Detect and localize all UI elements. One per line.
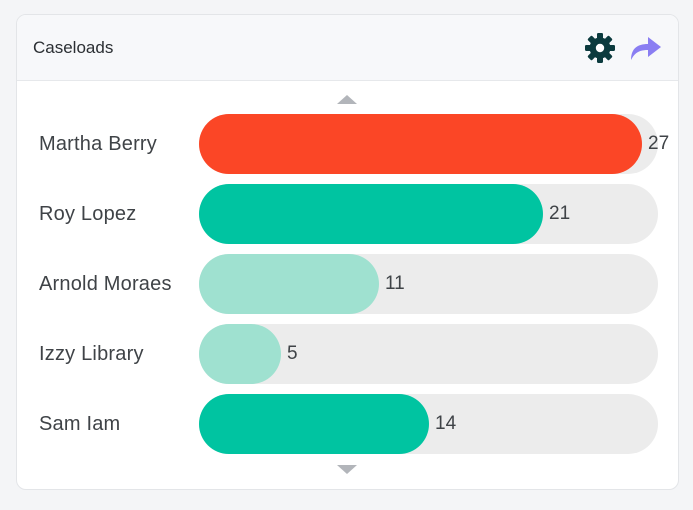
caseload-row[interactable]: Martha Berry 27 bbox=[17, 114, 678, 174]
settings-button[interactable] bbox=[582, 30, 618, 66]
caseload-bar bbox=[199, 114, 642, 174]
caseload-bar bbox=[199, 394, 429, 454]
caseloads-card: Caseloads bbox=[16, 14, 679, 490]
caseload-row[interactable]: Sam Iam 14 bbox=[17, 394, 678, 454]
card-header: Caseloads bbox=[17, 15, 678, 81]
card-title: Caseloads bbox=[33, 37, 114, 57]
bar-track: 11 bbox=[199, 254, 658, 314]
bar-track: 21 bbox=[199, 184, 658, 244]
caseload-count: 27 bbox=[648, 133, 670, 154]
caseload-name: Martha Berry bbox=[39, 133, 157, 155]
scroll-down-arrow[interactable] bbox=[337, 465, 357, 474]
caseload-count: 14 bbox=[435, 413, 457, 434]
bar-track: 27 bbox=[199, 114, 669, 174]
gear-icon bbox=[585, 32, 615, 63]
caseload-bar bbox=[199, 254, 379, 314]
caseload-name: Izzy Library bbox=[39, 343, 144, 365]
caseload-name: Sam Iam bbox=[39, 413, 121, 435]
bar-track: 5 bbox=[199, 324, 658, 384]
caseload-name: Arnold Moraes bbox=[39, 273, 172, 295]
caseload-count: 11 bbox=[385, 273, 405, 294]
scroll-up-arrow[interactable] bbox=[337, 95, 357, 104]
caseload-bar bbox=[199, 184, 543, 244]
bar-track: 14 bbox=[199, 394, 658, 454]
caseload-count: 21 bbox=[549, 203, 571, 224]
caseload-row[interactable]: Izzy Library 5 bbox=[17, 324, 678, 384]
caseload-row[interactable]: Arnold Moraes 11 bbox=[17, 254, 678, 314]
caseload-count: 5 bbox=[287, 343, 298, 364]
caseload-row[interactable]: Roy Lopez 21 bbox=[17, 184, 678, 244]
caseload-bar bbox=[199, 324, 281, 384]
caseload-name: Roy Lopez bbox=[39, 203, 137, 225]
share-arrow-icon bbox=[631, 36, 661, 60]
share-button[interactable] bbox=[628, 30, 664, 66]
